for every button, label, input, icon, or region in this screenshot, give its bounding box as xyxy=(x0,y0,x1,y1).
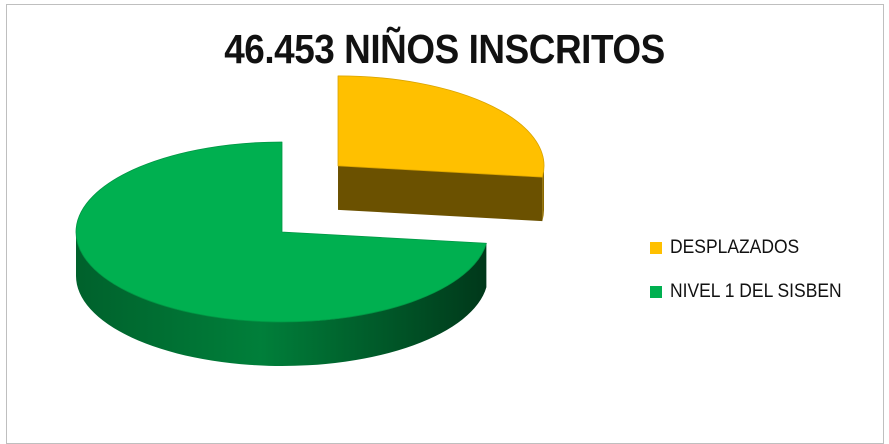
legend-label-nivel-1-sisben: NIVEL 1 DEL SISBEN xyxy=(670,281,842,302)
slice-top-nivel-1-del-sisben xyxy=(75,141,487,323)
legend: DESPLAZADOS NIVEL 1 DEL SISBEN xyxy=(650,226,857,314)
slice-side-desplazados xyxy=(542,165,545,222)
chart-title: 46.453 NIÑOS INSCRITOS xyxy=(224,26,665,72)
slice-top-desplazados xyxy=(337,75,545,178)
slice-cut-face-desplazados xyxy=(338,165,543,222)
legend-swatch-desplazados xyxy=(650,242,662,254)
slice-side-nivel-1-del-sisben xyxy=(76,232,487,367)
legend-item-desplazados: DESPLAZADOS xyxy=(650,226,857,270)
legend-swatch-nivel-1-sisben xyxy=(650,286,662,298)
legend-item-nivel-1-sisben: NIVEL 1 DEL SISBEN xyxy=(650,270,857,314)
legend-label-desplazados: DESPLAZADOS xyxy=(670,237,800,258)
